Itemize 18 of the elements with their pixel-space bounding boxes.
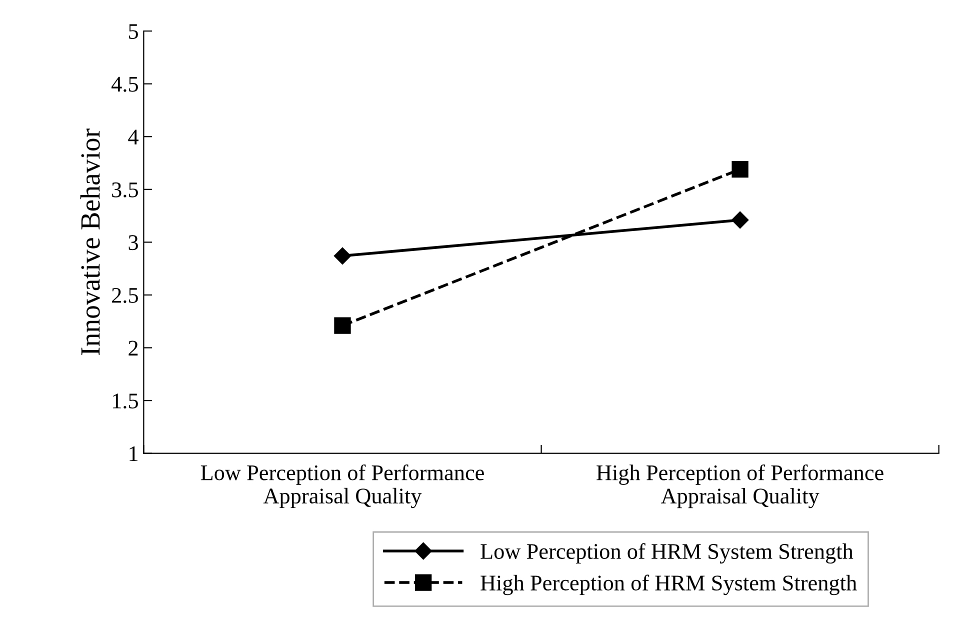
y-tick-label: 4.5 xyxy=(111,76,138,92)
x-tick-label: High Perception of Performance Appraisal Quality xyxy=(596,464,884,508)
legend-label: High Perception of HRM System Strength xyxy=(480,574,857,596)
point xyxy=(732,211,749,229)
point xyxy=(334,247,352,264)
point xyxy=(732,161,748,178)
y-tick-label: 2 xyxy=(128,340,138,356)
y-tick-label: 3.5 xyxy=(112,182,138,198)
y-tick-label: 1 xyxy=(130,446,138,462)
y-tick-label: 5 xyxy=(129,24,138,39)
legend-label: Low Perception of HRM System Strength xyxy=(480,543,854,564)
x-tick-label: Low Perception of Performance Appraisal Quality xyxy=(200,464,484,508)
y-tick-label: 4 xyxy=(128,130,138,144)
point xyxy=(334,317,351,334)
y-axis-title: Innovative Behavior xyxy=(80,128,100,355)
y-tick-label: 3 xyxy=(128,235,138,250)
y-tick-label: 1.5 xyxy=(113,394,138,409)
y-tick-label: 2.5 xyxy=(112,288,138,303)
